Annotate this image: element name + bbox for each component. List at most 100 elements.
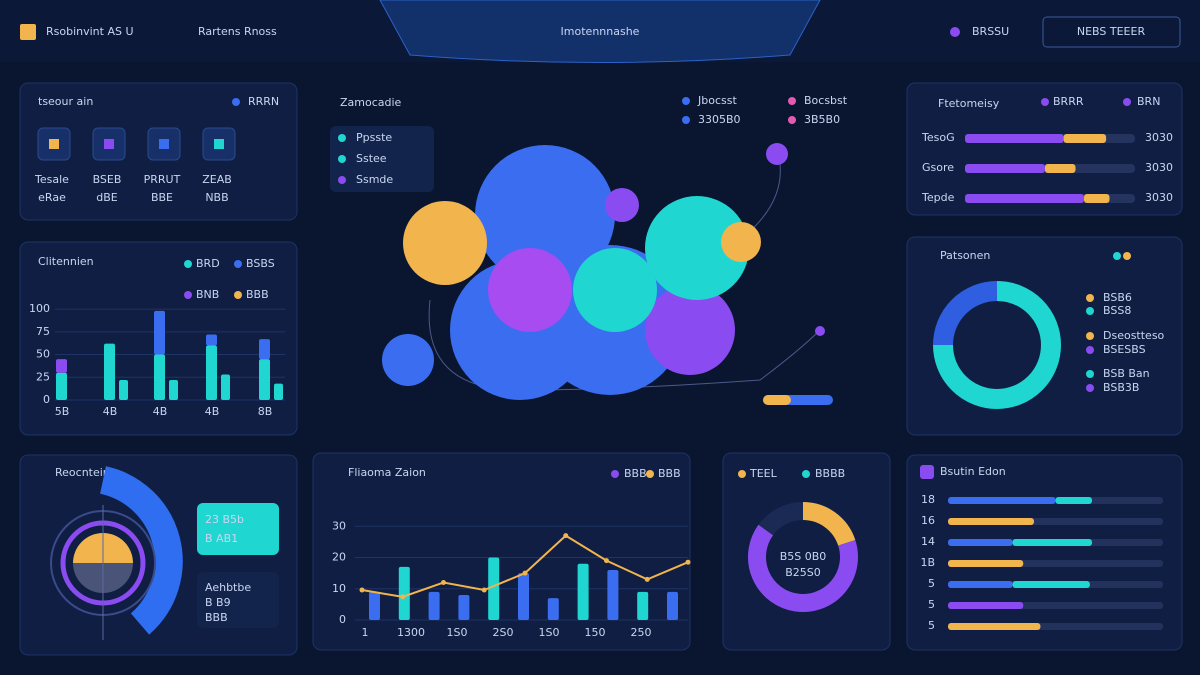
legend-label: BBBB <box>815 467 845 480</box>
tile-label: BSEB <box>93 173 122 186</box>
center-label: B5S 0B0 <box>780 550 827 563</box>
x-tick-label: 150 <box>585 626 606 639</box>
bar <box>637 591 649 620</box>
legend-dot <box>234 291 242 299</box>
panel <box>722 452 891 651</box>
tile-label: ZEAB <box>202 173 232 186</box>
bar <box>948 518 1034 525</box>
legend-label: BBB <box>246 288 269 301</box>
gauge-arc <box>99 466 183 635</box>
bar <box>369 591 380 620</box>
tile-glyph <box>159 139 169 149</box>
x-tick-label: 1300 <box>397 626 425 639</box>
legend-dot <box>1123 252 1131 260</box>
bubble-shape <box>488 248 572 332</box>
bar <box>104 343 115 400</box>
bar <box>206 345 217 400</box>
brand-icon <box>20 24 36 40</box>
x-tick-label: 4B <box>103 405 118 418</box>
donut-segment <box>933 281 998 346</box>
bar <box>221 374 230 400</box>
row-label: Tepde <box>921 191 955 204</box>
row-label: 16 <box>921 514 935 527</box>
bar <box>119 380 128 400</box>
legend-dot <box>1086 384 1094 392</box>
bar <box>154 310 165 355</box>
legend-dot <box>1086 307 1094 315</box>
panel-title: Clitennien <box>38 255 94 268</box>
row-value: 3030 <box>1145 131 1173 144</box>
tile-sub: NBB <box>205 191 228 204</box>
header-button[interactable] <box>1042 16 1181 48</box>
bar <box>458 595 470 620</box>
legend-label: BSBS <box>246 257 275 270</box>
note-text: Aehbtbe <box>205 581 251 594</box>
panel-title: Reocntein <box>55 466 110 479</box>
bar <box>518 573 529 620</box>
bubble-shape <box>573 248 657 332</box>
bubble-shape <box>721 222 761 262</box>
legend-label: BBB <box>624 467 647 480</box>
legend-label: BNB <box>196 288 219 301</box>
bar <box>948 560 1024 567</box>
panel <box>906 454 1183 651</box>
bubble-shape <box>403 201 487 285</box>
panel-title: Ftetomeisy <box>938 97 1000 110</box>
bar <box>577 563 589 620</box>
y-tick-label: 0 <box>43 393 50 406</box>
legend-dot <box>738 470 746 478</box>
note-text: B B9 <box>205 596 231 609</box>
bar <box>154 354 165 400</box>
donut-segment <box>802 502 856 546</box>
legend-dot <box>788 116 796 124</box>
bar <box>965 134 1064 143</box>
tile-sub: BBE <box>151 191 173 204</box>
x-tick-label: 2S0 <box>493 626 514 639</box>
slider-fill <box>763 395 791 405</box>
row-label: 18 <box>921 493 935 506</box>
bubble-shape <box>382 334 434 386</box>
bar <box>948 623 1041 630</box>
legend-dot <box>788 97 796 105</box>
legend-value: 3305B0 <box>698 113 741 126</box>
tile-sub: eRae <box>38 191 66 204</box>
donut-segment <box>758 502 804 536</box>
tile-sub: dBE <box>96 191 118 204</box>
bar <box>547 598 559 620</box>
panel-title: Zamocadie <box>340 96 402 109</box>
nav-link: Rartens Rnoss <box>198 25 277 38</box>
user-icon <box>950 27 960 37</box>
bar <box>1012 539 1093 546</box>
metric-box <box>197 503 279 555</box>
bar <box>398 566 410 620</box>
tile-label: Tesale <box>34 173 69 186</box>
legend-dot <box>682 116 690 124</box>
legend-label: Sstee <box>356 152 387 165</box>
bar <box>56 372 67 400</box>
bar <box>1063 134 1107 143</box>
legend-dot <box>611 470 619 478</box>
note-text: BBB <box>205 611 228 624</box>
header-button-label: NEBS TEEER <box>1077 25 1146 38</box>
legend-label: BRD <box>196 257 220 270</box>
legend-label: Jbocsst <box>697 94 737 107</box>
legend-label: BSS8 <box>1103 304 1131 317</box>
metric-value: B AB1 <box>205 532 238 545</box>
line-point <box>400 594 406 600</box>
x-tick-label: 1S0 <box>539 626 560 639</box>
line-point <box>359 587 365 593</box>
row-label: 14 <box>921 535 935 548</box>
legend-value: 3B5B0 <box>804 113 840 126</box>
legend-label: BSB Ban <box>1103 367 1150 380</box>
y-tick-label: 10 <box>332 582 346 595</box>
bubble-shape <box>475 145 615 285</box>
row-label: 1B <box>920 556 935 569</box>
y-tick-label: 20 <box>332 551 346 564</box>
line-point <box>522 570 528 576</box>
legend-dot <box>1086 332 1094 340</box>
tile-label: PRRUT <box>144 173 181 186</box>
center-value: B25S0 <box>785 566 821 579</box>
bar <box>259 339 270 360</box>
